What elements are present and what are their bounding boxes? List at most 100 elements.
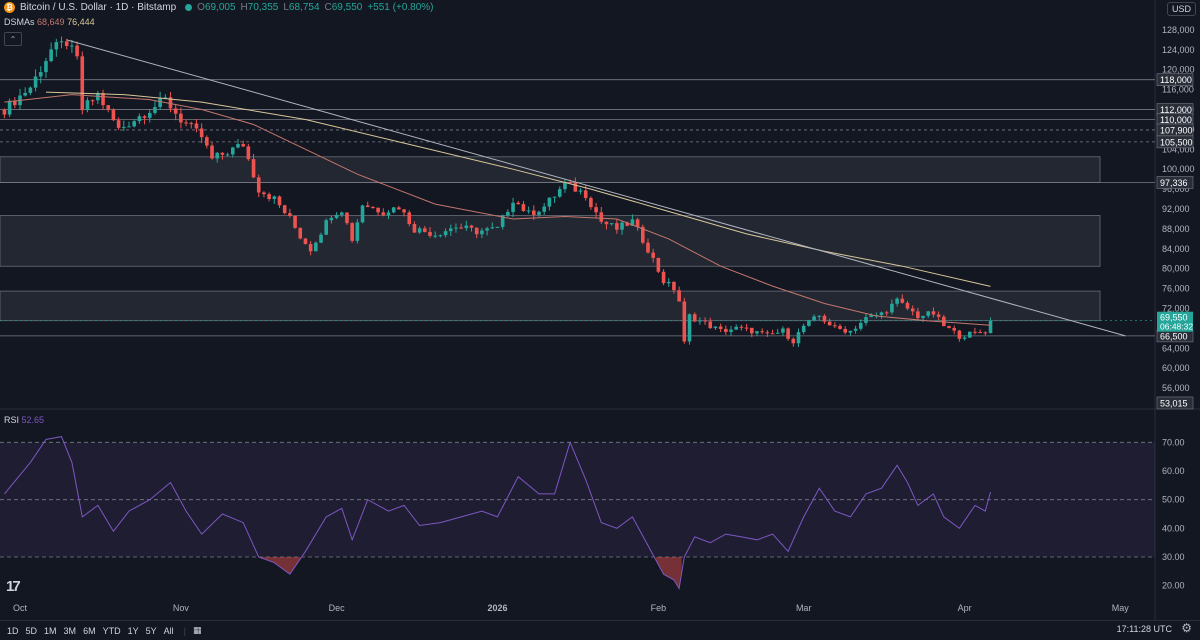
legend-header: ₿ Bitcoin / U.S. Dollar · 1D · Bitstamp … xyxy=(4,2,434,13)
timeframe-5d[interactable]: 5D xyxy=(25,625,38,636)
candle xyxy=(537,211,541,215)
time-tick: 2026 xyxy=(487,603,507,613)
time-tick: Oct xyxy=(13,603,28,613)
candle xyxy=(423,228,427,232)
candle xyxy=(38,72,43,77)
candle xyxy=(677,290,681,302)
price-tick: 64,000 xyxy=(1162,343,1190,353)
price-axis[interactable]: 56,00060,00064,00068,00072,00076,00080,0… xyxy=(1156,25,1195,591)
candle xyxy=(739,326,744,328)
timeframe-3m[interactable]: 3M xyxy=(63,625,77,636)
candle xyxy=(890,303,894,313)
timeframe-6m[interactable]: 6M xyxy=(83,625,96,636)
price-tick: 104,000 xyxy=(1162,144,1195,154)
price-zone xyxy=(0,290,1101,322)
candle xyxy=(225,154,230,156)
candle xyxy=(853,328,858,331)
candle xyxy=(80,56,85,111)
candle xyxy=(28,87,33,93)
candle xyxy=(220,152,225,155)
candle xyxy=(947,326,951,329)
candle xyxy=(495,226,500,228)
candle xyxy=(360,205,365,223)
candle xyxy=(921,315,925,318)
candle xyxy=(386,212,391,216)
candle xyxy=(111,109,116,121)
candle xyxy=(205,137,209,146)
candle xyxy=(402,209,406,213)
timeframe-1d[interactable]: 1D xyxy=(7,625,19,636)
candle xyxy=(931,311,936,315)
candle xyxy=(599,212,604,222)
gear-icon[interactable]: ⚙ xyxy=(1181,621,1192,635)
candle xyxy=(651,252,655,258)
candle xyxy=(199,128,204,138)
candle xyxy=(983,332,988,334)
candle xyxy=(594,207,598,213)
price-tick: 80,000 xyxy=(1162,264,1190,274)
bottom-toolbar: 1D 5D 1M 3M 6M YTD 1Y 5Y All | ▦ xyxy=(0,620,1200,640)
moving-averages xyxy=(4,91,991,326)
price-tick: 96,000 xyxy=(1162,184,1190,194)
candle xyxy=(490,227,495,229)
candle xyxy=(936,314,941,317)
trendline[interactable] xyxy=(66,39,1126,337)
timeframe-1y[interactable]: 1Y xyxy=(127,625,139,636)
time-tick: Dec xyxy=(329,603,346,613)
candle xyxy=(843,328,848,333)
candle xyxy=(391,207,396,213)
candle xyxy=(7,100,12,115)
candle xyxy=(459,227,463,229)
sma-line-2 xyxy=(45,91,991,287)
symbol-title[interactable]: Bitcoin / U.S. Dollar · 1D · Bitstamp xyxy=(20,2,177,13)
candle xyxy=(339,212,344,215)
rsi-legend[interactable]: RSI 52.65 xyxy=(4,415,44,425)
candle xyxy=(106,105,111,110)
candle xyxy=(708,321,713,329)
dsma-legend[interactable]: DSMAs 68,649 76,444 xyxy=(4,17,95,27)
bitcoin-icon: ₿ xyxy=(4,2,15,13)
candle xyxy=(262,192,266,195)
candle xyxy=(355,222,360,241)
level-label: 66,500 xyxy=(1160,331,1188,341)
price-tick: 124,000 xyxy=(1162,45,1195,55)
candle xyxy=(448,228,453,232)
price-tick: 116,000 xyxy=(1162,85,1194,95)
candle xyxy=(210,145,214,159)
candle xyxy=(718,326,723,329)
timeframe-ytd[interactable]: YTD xyxy=(102,625,121,636)
candle xyxy=(817,315,822,317)
candle xyxy=(749,327,754,334)
rsi-tick: 50.00 xyxy=(1162,495,1185,505)
candle xyxy=(168,97,173,109)
tradingview-logo[interactable]: 17 xyxy=(6,578,21,595)
candle xyxy=(485,228,489,231)
collapse-icon[interactable]: ⌃ xyxy=(4,32,22,46)
candle xyxy=(173,108,178,114)
candle xyxy=(184,122,188,124)
candle xyxy=(438,235,443,237)
candle xyxy=(256,177,261,193)
timeframe-5y[interactable]: 5Y xyxy=(145,625,157,636)
candle xyxy=(672,281,676,291)
candle xyxy=(620,222,624,230)
time-axis[interactable]: Oct Nov Dec 2026 Feb Mar Apr May xyxy=(13,603,1129,613)
candle xyxy=(506,211,510,216)
candle xyxy=(646,242,650,253)
timeframe-all[interactable]: All xyxy=(163,625,174,636)
price-tick: 60,000 xyxy=(1162,363,1190,373)
timeframe-1m[interactable]: 1M xyxy=(44,625,57,636)
clock[interactable]: 17:11:28 UTC xyxy=(1116,624,1172,634)
candle xyxy=(153,107,157,113)
dsma-value-1: 68,649 xyxy=(37,17,65,27)
candle xyxy=(90,100,95,102)
candle xyxy=(267,194,271,200)
calendar-icon[interactable]: ▦ xyxy=(192,625,202,635)
candle xyxy=(365,205,370,208)
candle xyxy=(568,182,572,184)
level-label: 97,336 xyxy=(1160,178,1188,188)
level-label: 112,000 xyxy=(1160,105,1192,115)
currency-selector[interactable]: USD xyxy=(1166,2,1196,16)
candle xyxy=(319,234,323,243)
